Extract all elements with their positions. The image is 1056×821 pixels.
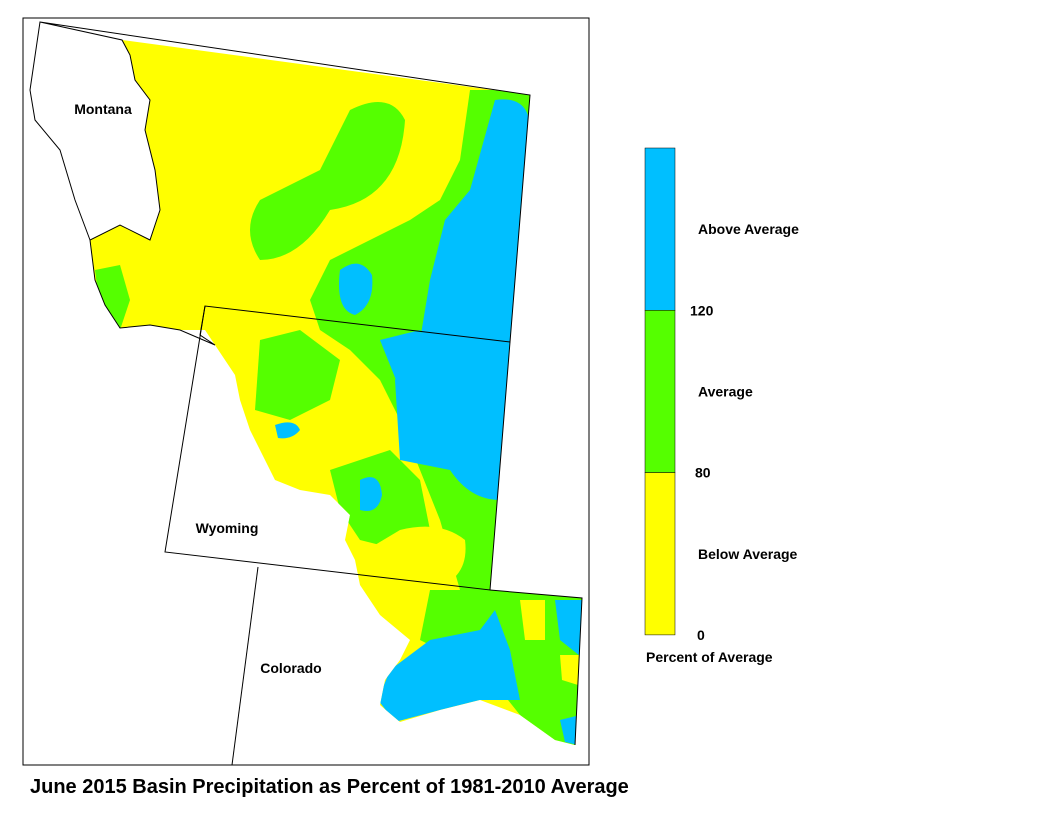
- legend-title: Percent of Average: [646, 649, 773, 665]
- map-caption: June 2015 Basin Precipitation as Percent…: [30, 776, 629, 798]
- state-label: Montana: [74, 101, 132, 117]
- legend: Percent of Average Above Average Average B…: [644, 147, 799, 665]
- legend-break: 80: [695, 465, 711, 481]
- legend-break: 0: [697, 627, 705, 643]
- legend-swatch: [644, 147, 676, 311]
- colorado-border: [489, 589, 583, 746]
- state-label: Wyoming: [196, 520, 259, 536]
- montana-border: [29, 21, 531, 346]
- legend-label: Above Average: [698, 221, 799, 237]
- legend-swatch: [644, 310, 676, 473]
- legend-label: Below Average: [698, 546, 798, 562]
- legend-label: Average: [698, 383, 753, 399]
- legend-break: 120: [690, 302, 714, 318]
- colorado-border: [231, 566, 259, 766]
- legend-swatch: [644, 472, 676, 636]
- wyoming-border: [164, 305, 511, 591]
- state-label: Colorado: [260, 660, 321, 676]
